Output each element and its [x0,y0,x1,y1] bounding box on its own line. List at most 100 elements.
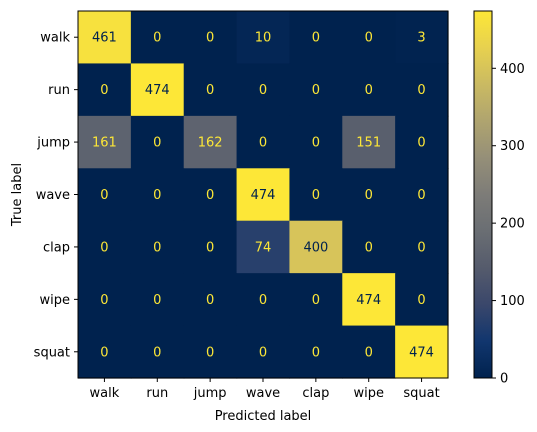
cell-value-label: 0 [312,188,320,203]
cell-value-label: 0 [206,188,214,203]
colorbar-tick-label: 300 [500,139,525,154]
heatmap-cell [395,220,449,274]
heatmap-cell [342,168,396,222]
x-axis-label: Predicted label [215,409,312,424]
cell-value-label: 474 [409,345,434,360]
heatmap-cell [130,325,185,379]
heatmap-cell [289,11,343,65]
y-tick-label: squat [34,345,70,360]
cell-value-label: 0 [365,188,373,203]
cell-value-label: 0 [153,293,161,308]
cell-value-labels: 461 0 0 10 0 0 3 0 474 0 0 0 0 0 161 0 162 0 0 151 0 0 0 0 474 0 0… [92,31,434,361]
heatmap-cell [130,11,185,65]
heatmap-cell [130,273,185,327]
cell-value-label: 0 [312,293,320,308]
heatmap-cell [342,325,396,379]
heatmap-cells [78,11,449,379]
colorbar [473,10,493,379]
cell-value-label: 0 [312,31,320,46]
cell-value-label: 3 [417,31,425,46]
cell-value-label: 0 [417,83,425,98]
heatmap-cell [130,63,185,117]
cell-value-label: 10 [255,31,272,46]
cell-value-label: 0 [206,240,214,255]
heatmap-cell [395,325,449,379]
y-tick-label: run [48,83,70,98]
heatmap-cell [342,11,396,65]
heatmap-cell [395,273,449,327]
colorbar-tick-label: 0 [500,372,508,387]
cell-value-label: 0 [100,293,108,308]
heatmap-cell [289,168,343,222]
x-tick-label: wave [246,386,280,401]
heatmap-cell [78,325,132,379]
cell-value-label: 0 [153,188,161,203]
cell-value-label: 0 [153,240,161,255]
y-tick-label: walk [40,31,70,46]
heatmap-cell [78,63,132,117]
heatmap-cell [183,11,238,65]
heatmap-cell [395,11,449,65]
heatmap-cell [289,220,343,274]
cell-value-label: 0 [206,83,214,98]
cell-value-label: 400 [303,240,328,255]
heatmap-cell [130,115,185,169]
heatmap-cell [342,63,396,117]
cell-value-label: 0 [100,240,108,255]
heatmap-cell [130,220,185,274]
heatmap-cell [236,63,291,117]
heatmap-cell [78,168,132,222]
heatmap-cell [183,220,238,274]
cell-value-label: 0 [365,240,373,255]
cell-value-label: 0 [153,136,161,151]
heatmap-cell [183,325,238,379]
heatmap-cell [289,273,343,327]
cell-value-label: 0 [206,345,214,360]
cell-value-label: 162 [198,136,223,151]
heatmap-cell [342,115,396,169]
heatmap-cell [183,168,238,222]
colorbar-tick-label: 100 [500,294,525,309]
cell-value-label: 0 [259,83,267,98]
heatmap-cell [342,273,396,327]
heatmap-cell [236,11,291,65]
heatmap-cell [395,115,449,169]
y-tick-label: wipe [40,293,71,308]
x-tick-label: run [146,386,168,401]
y-axis-ticks: walk run jump wave clap wipe squat [34,31,78,360]
heatmap-cell [183,273,238,327]
heatmap-cell [236,115,291,169]
cell-value-label: 0 [417,240,425,255]
cell-value-label: 0 [417,136,425,151]
heatmap-cell [78,273,132,327]
y-axis-label: True label [10,163,25,227]
x-tick-label: wipe [353,386,384,401]
heatmap-cell [342,220,396,274]
heatmap-cell [130,168,185,222]
cell-value-label: 474 [251,188,276,203]
cell-value-label: 0 [259,345,267,360]
cell-value-label: 0 [206,293,214,308]
cell-value-label: 0 [259,293,267,308]
heatmap-cell [395,63,449,117]
colorbar-tick-label: 400 [500,62,525,77]
cell-value-label: 0 [312,136,320,151]
heatmap-cell [78,115,132,169]
cell-value-label: 0 [417,188,425,203]
heatmap-cell [289,325,343,379]
heatmap-cell [236,273,291,327]
cell-value-label: 0 [312,83,320,98]
heatmap-cell [236,220,291,274]
cell-value-label: 474 [356,293,381,308]
cell-value-label: 0 [312,345,320,360]
colorbar-tick-label: 200 [500,217,525,232]
cell-value-label: 0 [100,345,108,360]
cell-value-label: 0 [365,83,373,98]
heatmap-cell [236,325,291,379]
heatmap-cell [289,115,343,169]
x-tick-label: squat [403,386,439,401]
cell-value-label: 74 [255,240,272,255]
heatmap-cell [183,115,238,169]
heatmap-cell [78,220,132,274]
